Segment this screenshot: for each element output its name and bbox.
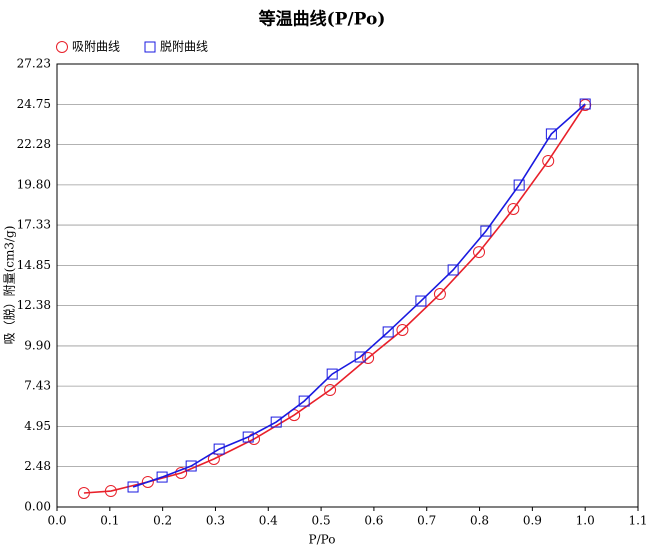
marker (480, 225, 492, 237)
marker (324, 384, 337, 397)
marker (270, 416, 282, 428)
marker (542, 154, 555, 167)
marker (507, 202, 520, 215)
y-tick-label: 4.95 (24, 419, 51, 433)
marker (242, 431, 254, 443)
marker (127, 481, 139, 493)
marker (354, 351, 366, 363)
y-tick-label: 7.43 (24, 379, 51, 393)
y-tick-label: 0.00 (24, 500, 51, 514)
x-axis-label: P/Po (309, 533, 336, 547)
series-line (132, 103, 586, 488)
legend-label: 脱附曲线 (160, 39, 208, 54)
marker (326, 368, 338, 380)
marker (545, 128, 557, 140)
marker (415, 295, 427, 307)
x-tick-label: 0.1 (100, 514, 119, 528)
marker (156, 471, 168, 483)
marker (104, 485, 117, 498)
marker (447, 264, 459, 276)
marker (513, 179, 525, 191)
x-tick-label: 0.7 (417, 514, 436, 528)
marker (213, 443, 225, 455)
marker (298, 395, 310, 407)
y-tick-label: 14.85 (17, 258, 51, 272)
x-tick-label: 1.0 (576, 514, 595, 528)
x-tick-label: 0.8 (470, 514, 489, 528)
x-tick-label: 0.5 (312, 514, 331, 528)
y-axis-label: 吸（脱）附量(cm3/g) (2, 226, 17, 345)
legend-label: 吸附曲线 (72, 40, 120, 54)
y-tick-label: 27.23 (17, 57, 51, 71)
marker (433, 288, 446, 301)
marker (77, 487, 90, 500)
y-tick-label: 19.80 (17, 177, 51, 191)
marker (396, 323, 409, 336)
y-tick-label: 12.38 (17, 298, 51, 312)
x-tick-label: 0.2 (153, 514, 172, 528)
x-tick-label: 0.4 (259, 514, 278, 528)
y-tick-label: 2.48 (24, 459, 51, 473)
series-line (83, 104, 586, 494)
x-tick-label: 0.0 (47, 514, 66, 528)
x-tick-label: 1.1 (628, 514, 647, 528)
y-tick-label: 9.90 (24, 338, 51, 352)
x-tick-label: 0.3 (206, 514, 225, 528)
marker (362, 351, 375, 364)
legend-marker (144, 41, 156, 53)
marker (185, 460, 197, 472)
marker (579, 98, 591, 110)
marker (175, 466, 188, 479)
legend-marker (56, 41, 68, 53)
y-tick-label: 17.33 (17, 218, 51, 232)
plot-frame (56, 63, 639, 508)
chart-title: 等温曲线(P/Po) (259, 9, 386, 30)
y-tick-label: 24.75 (17, 97, 51, 111)
marker (473, 246, 486, 259)
x-tick-label: 0.9 (523, 514, 542, 528)
y-tick-label: 22.28 (17, 137, 51, 151)
marker (382, 326, 394, 338)
marker (141, 475, 154, 488)
x-tick-label: 0.6 (364, 514, 383, 528)
